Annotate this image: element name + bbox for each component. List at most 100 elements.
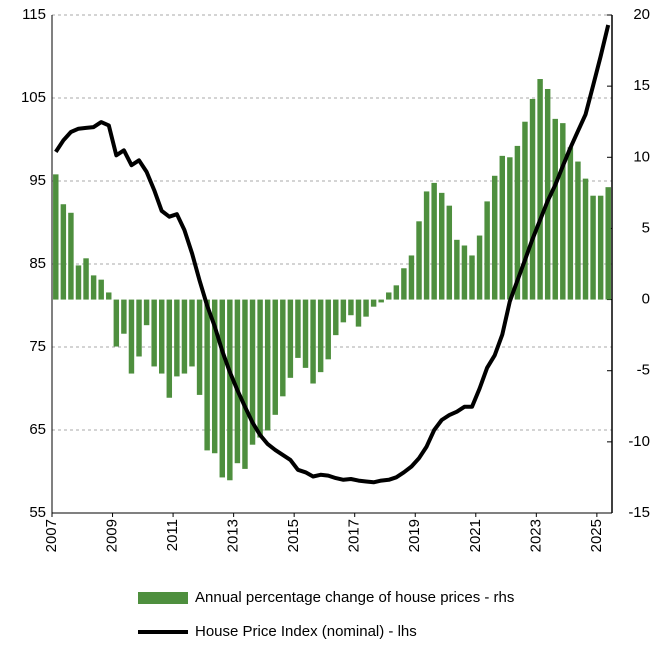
bar [348,299,354,316]
line [54,24,611,485]
x-tick-label: 2023 [527,519,544,552]
bar [272,299,278,415]
bar [227,299,233,481]
x-tick-label: 2019 [406,519,423,552]
bar [310,299,316,384]
bar [121,299,127,334]
bar [439,192,445,300]
bar [476,235,483,300]
bar [128,299,135,374]
bar [590,195,596,300]
bar [234,299,241,464]
bar [529,98,536,300]
bar [401,268,407,300]
bar [143,299,150,326]
x-tick-label: 2013 [225,519,242,552]
bar [423,191,430,300]
y2-tick-label: 15 [633,77,650,94]
bar [295,299,301,358]
bar [68,212,74,300]
bar [363,299,369,317]
bar [378,299,384,303]
x-tick-label: 2011 [164,519,181,551]
bar [189,299,195,367]
x-tick-label: 2015 [285,519,302,552]
legend-label: Annual percentage change of house prices… [195,589,514,606]
x-tick-label: 2007 [43,519,60,552]
bar [242,299,248,469]
bar [514,145,521,300]
y-tick-label: 85 [29,255,46,272]
x-tick-label: 2021 [467,519,484,552]
y-tick-label: 65 [29,421,46,438]
y-tick-label: 55 [29,504,46,521]
bar [370,299,377,307]
y2-tick-label: 20 [633,6,650,23]
bar [537,79,543,300]
bar [484,201,490,300]
legend-swatch [138,592,188,604]
bar [219,299,225,478]
y2-tick-label: -15 [628,504,650,521]
bar [136,299,142,357]
bar [325,299,331,360]
bar [597,195,604,300]
bar [83,258,89,300]
bar [98,279,104,300]
x-tick-label: 2009 [104,519,121,552]
bar [575,161,581,300]
bar [151,299,157,367]
bar [469,255,475,300]
bar [522,121,528,300]
bar [454,239,460,300]
bar [174,299,180,377]
bar [491,175,498,300]
bar [408,255,415,300]
bar [605,187,611,300]
y-tick-label: 105 [21,89,46,106]
bar [302,299,309,368]
bar [257,299,263,438]
bar [431,182,437,300]
bar [204,299,210,451]
bar [106,292,112,300]
bar [461,245,468,300]
bar [60,204,67,300]
legend-label: House Price Index (nominal) - lhs [195,623,417,640]
bar [393,285,400,300]
bar [340,299,347,323]
y2-tick-label: -5 [637,362,650,379]
bar [166,299,173,398]
bar [386,292,392,300]
bar [159,299,165,374]
bar [355,299,362,327]
bar [416,221,422,300]
bar [181,299,188,374]
bar [196,299,203,395]
bar [544,88,551,300]
bar [264,299,271,431]
bar [113,299,120,347]
y2-tick-label: 0 [642,291,650,308]
bar [446,205,453,300]
bar [333,299,339,336]
bar [582,178,589,300]
y2-tick-label: 5 [642,219,650,236]
bar [499,155,505,300]
bar [317,299,324,373]
bar [507,157,513,300]
bar [287,299,294,378]
x-tick-label: 2025 [588,519,605,552]
y2-tick-label: -10 [628,433,650,450]
bar [249,299,256,445]
y-tick-label: 75 [29,338,46,355]
bar [75,265,82,300]
bar [211,299,218,454]
bar [90,275,97,300]
x-tick-label: 2017 [346,519,363,552]
bar [552,118,558,300]
y2-tick-label: 10 [633,148,650,165]
bar [280,299,286,397]
y-tick-label: 95 [29,172,46,189]
